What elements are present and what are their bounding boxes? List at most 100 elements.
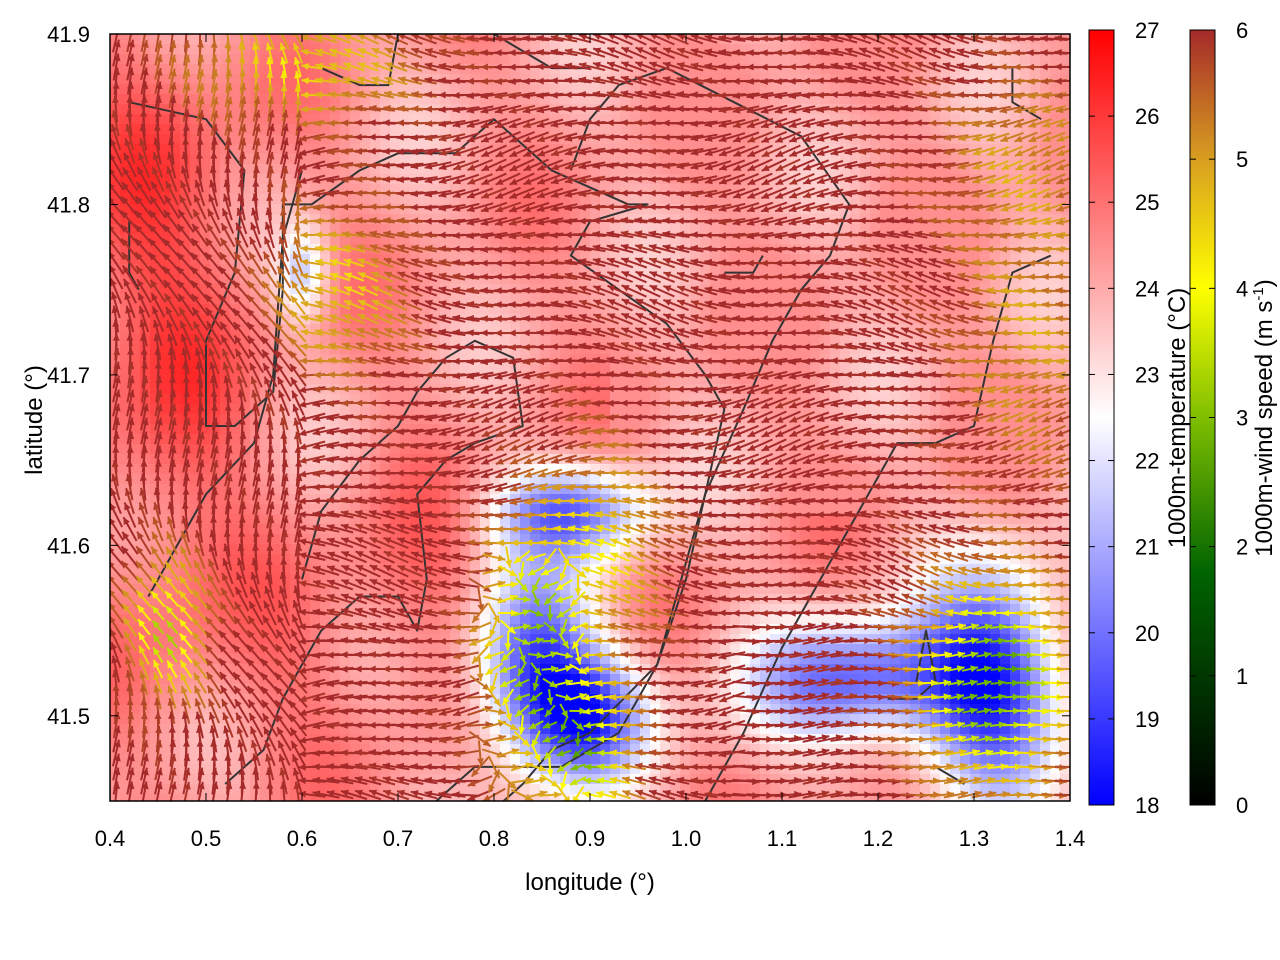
temperature-cell bbox=[130, 774, 141, 785]
temperature-cell bbox=[230, 164, 241, 175]
temperature-cell bbox=[430, 404, 441, 415]
temperature-cell bbox=[110, 254, 121, 265]
temperature-cell bbox=[280, 374, 291, 385]
temperature-cell bbox=[330, 94, 341, 105]
temperature-cell bbox=[400, 744, 411, 755]
temperature-cell bbox=[510, 324, 521, 335]
temperature-cell bbox=[120, 784, 131, 795]
temperature-cell bbox=[240, 544, 251, 555]
temperature-cell bbox=[740, 574, 751, 585]
temperature-cell bbox=[480, 234, 491, 245]
temperature-cell bbox=[110, 614, 121, 625]
temperature-cell bbox=[300, 584, 311, 595]
temperature-cell bbox=[450, 374, 461, 385]
temperature-cell bbox=[180, 644, 191, 655]
temperature-cell bbox=[190, 744, 201, 755]
temperature-cell bbox=[370, 784, 381, 795]
temperature-cell bbox=[510, 234, 521, 245]
temperature-cell bbox=[150, 714, 161, 725]
temperature-cell bbox=[200, 724, 211, 735]
temperature-cell bbox=[190, 274, 201, 285]
temperature-cell bbox=[430, 514, 441, 525]
temperature-cell bbox=[140, 764, 151, 775]
temperature-cell bbox=[450, 394, 461, 405]
temperature-cell bbox=[200, 144, 211, 155]
temperature-cell bbox=[120, 44, 131, 55]
temperature-cell bbox=[420, 704, 431, 715]
temperature-cell bbox=[160, 284, 171, 295]
temperature-cell bbox=[340, 334, 351, 345]
temperature-cell bbox=[440, 784, 451, 795]
temperature-cell bbox=[320, 694, 331, 705]
temperature-cell bbox=[130, 594, 141, 605]
temperature-cell bbox=[480, 174, 491, 185]
temperature-cell bbox=[290, 624, 301, 635]
temperature-cell bbox=[250, 654, 261, 665]
temperature-cell bbox=[380, 204, 391, 215]
temperature-cell bbox=[320, 784, 331, 795]
temperature-cell bbox=[290, 204, 301, 215]
temperature-cell bbox=[300, 514, 311, 525]
temperature-cell bbox=[430, 134, 441, 145]
temperature-cell bbox=[500, 484, 511, 495]
temperature-cell bbox=[430, 464, 441, 475]
temperature-cell bbox=[430, 544, 441, 555]
temperature-cell bbox=[490, 44, 501, 55]
temperature-cell bbox=[270, 274, 281, 285]
temperature-cell bbox=[450, 194, 461, 205]
temperature-cell bbox=[260, 764, 271, 775]
temperature-cell bbox=[510, 564, 521, 575]
temperature-cell bbox=[450, 474, 461, 485]
temperature-cell bbox=[360, 204, 371, 215]
temperature-cell bbox=[380, 714, 391, 725]
temperature-cell bbox=[330, 604, 341, 615]
temperature-cell bbox=[500, 84, 511, 95]
temperature-cell bbox=[330, 624, 341, 635]
temperature-cell bbox=[510, 544, 521, 555]
temperature-cell bbox=[270, 774, 281, 785]
temperature-cell bbox=[220, 564, 231, 575]
temperature-cell bbox=[350, 754, 361, 765]
temperature-cell bbox=[430, 714, 441, 725]
temperature-cell bbox=[510, 654, 521, 665]
temperature-cell bbox=[500, 534, 511, 545]
temperature-cell bbox=[140, 254, 151, 265]
temperature-cell bbox=[290, 574, 301, 585]
temperature-cell bbox=[500, 194, 511, 205]
temperature-cell bbox=[480, 64, 491, 75]
temperature-cell bbox=[330, 444, 341, 455]
temperature-cell bbox=[510, 304, 521, 315]
temperature-cell bbox=[470, 734, 481, 745]
temperature-cell bbox=[320, 724, 331, 735]
temperature-cell bbox=[220, 444, 231, 455]
temperature-cell bbox=[380, 284, 391, 295]
temperature-cell bbox=[160, 584, 171, 595]
temperature-cell bbox=[110, 224, 121, 235]
temperature-cell bbox=[200, 544, 211, 555]
temperature-cell bbox=[430, 534, 441, 545]
temperature-cell bbox=[230, 784, 241, 795]
temperature-cell bbox=[370, 674, 381, 685]
temperature-cell bbox=[400, 494, 411, 505]
temperature-cell bbox=[430, 214, 441, 225]
temperature-cell bbox=[200, 634, 211, 645]
temperature-cell bbox=[110, 164, 121, 175]
temperature-cell bbox=[120, 354, 131, 365]
temperature-cell bbox=[150, 174, 161, 185]
temperature-cell bbox=[400, 724, 411, 735]
temperature-cell bbox=[130, 34, 141, 45]
temperature-cell bbox=[380, 464, 391, 475]
temperature-cell bbox=[110, 774, 121, 785]
temperature-cell bbox=[260, 184, 271, 195]
temperature-cell bbox=[260, 104, 271, 115]
temperature-cell bbox=[170, 324, 181, 335]
temperature-cell bbox=[390, 654, 401, 665]
temperature-cell bbox=[210, 174, 221, 185]
temperature-cell bbox=[290, 214, 301, 225]
temperature-cell bbox=[450, 774, 461, 785]
temperature-cell bbox=[430, 294, 441, 305]
temperature-cell bbox=[180, 674, 191, 685]
temperature-cell bbox=[200, 464, 211, 475]
temperature-cell bbox=[130, 174, 141, 185]
temperature-cell bbox=[500, 134, 511, 145]
